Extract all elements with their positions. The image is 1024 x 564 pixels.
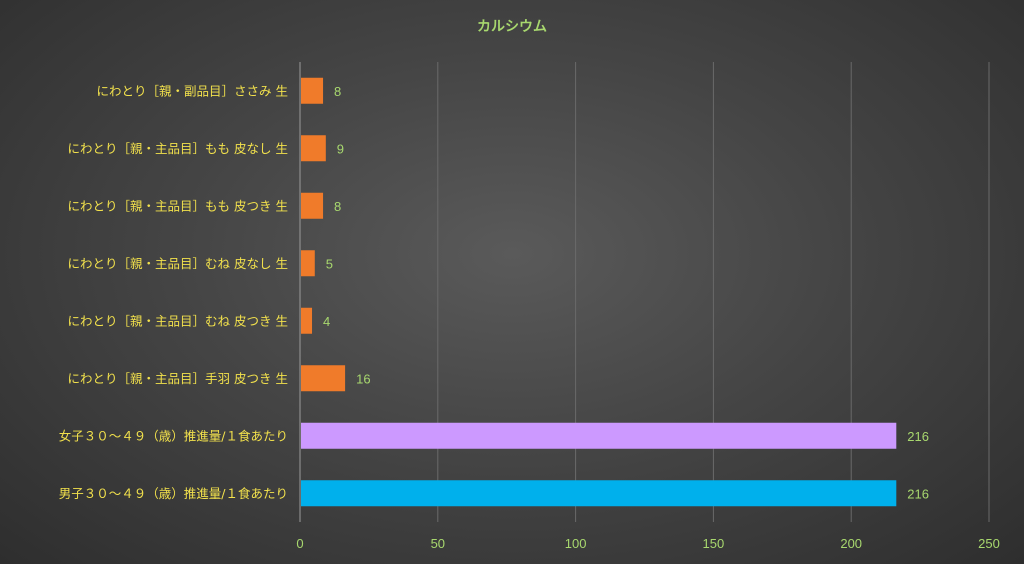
bar	[301, 135, 326, 162]
bars	[301, 77, 897, 507]
category-label: 女子３０～４９（歳）推進量/１食あたり	[59, 428, 288, 443]
data-label: 8	[334, 199, 341, 214]
x-tick-label: 250	[978, 536, 1000, 551]
data-label: 16	[356, 371, 370, 386]
data-labels: 8 9 8 5 4 16 216 216	[323, 84, 929, 502]
bar	[301, 365, 346, 392]
data-label: 4	[323, 314, 330, 329]
category-label: にわとり［親・主品目］むね 皮なし 生	[68, 256, 288, 271]
x-tick-label: 150	[703, 536, 725, 551]
bar	[301, 307, 313, 334]
x-tick-label: 0	[296, 536, 303, 551]
category-label: 男子３０～４９（歳）推進量/１食あたり	[59, 486, 288, 501]
category-label: にわとり［親・主品目］むね 皮つき 生	[68, 313, 288, 328]
x-axis-ticks: 0 50 100 150 200 250	[296, 536, 999, 551]
data-label: 216	[907, 429, 929, 444]
data-label: 8	[334, 84, 341, 99]
x-tick-label: 50	[431, 536, 445, 551]
data-label: 9	[337, 141, 344, 156]
data-label: 216	[907, 486, 929, 501]
gridlines	[299, 62, 990, 522]
category-label: にわとり［親・副品目］ささみ 生	[97, 83, 288, 98]
bar	[301, 192, 324, 219]
bar	[301, 480, 897, 507]
category-label: にわとり［親・主品目］もも 皮つき 生	[68, 198, 288, 213]
category-label: にわとり［親・主品目］もも 皮なし 生	[68, 141, 288, 156]
bar	[301, 422, 897, 449]
chart-title: カルシウム	[477, 19, 547, 35]
x-tick-label: 200	[840, 536, 862, 551]
category-label: にわとり［親・主品目］手羽 皮つき 生	[68, 371, 288, 386]
bar	[301, 77, 324, 104]
bar	[301, 250, 315, 277]
data-label: 5	[326, 256, 333, 271]
x-tick-label: 100	[565, 536, 587, 551]
